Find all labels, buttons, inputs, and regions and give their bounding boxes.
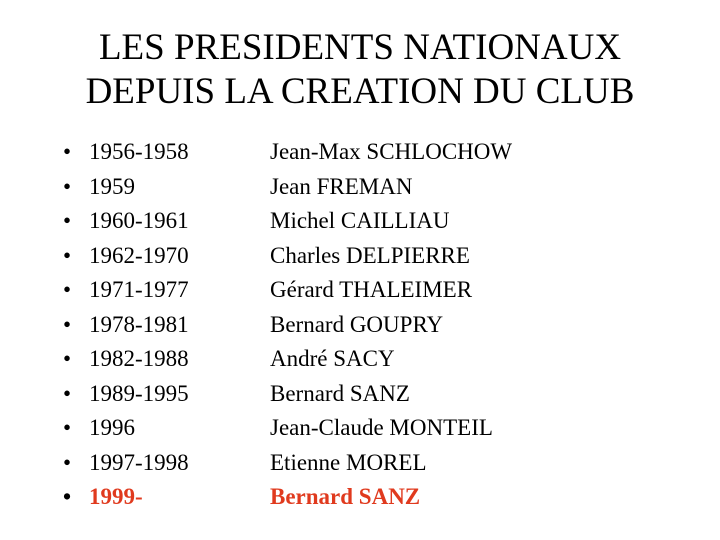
list-item: • 1959 Jean FREMAN xyxy=(0,170,720,205)
president-name: Gérard THALEIMER xyxy=(270,277,473,302)
list-item: • 1956-1958 Jean-Max SCHLOCHOW xyxy=(0,135,720,170)
president-name: Bernard SANZ xyxy=(270,380,410,406)
president-name: Bernard GOUPRY xyxy=(270,311,444,337)
president-name: Michel CAILLIAU xyxy=(270,208,450,233)
term-years: 1956-1958 xyxy=(89,139,189,164)
term-years: 1982-1988 xyxy=(89,346,189,371)
list-item: • 1962-1970 Charles DELPIERRE xyxy=(0,239,720,274)
current-president-item: • 1999- Bernard SANZ xyxy=(0,480,720,515)
bullet-icon: • xyxy=(62,484,72,509)
bullet-icon: • xyxy=(62,346,72,371)
term-years: 1989-1995 xyxy=(89,380,189,406)
presidents-list: • 1956-1958 Jean-Max SCHLOCHOW • 1959 Je… xyxy=(0,135,720,515)
bullet-icon: • xyxy=(62,380,72,406)
term-years: 1960-1961 xyxy=(89,208,189,233)
term-years: 1971-1977 xyxy=(89,277,189,302)
slide-title: LES PRESIDENTS NATIONAUX DEPUIS LA CREAT… xyxy=(0,26,720,114)
president-name: Jean-Max SCHLOCHOW xyxy=(270,139,513,164)
bullet-icon: • xyxy=(62,242,72,268)
bullet-icon: • xyxy=(62,415,72,440)
term-years: 1959 xyxy=(89,173,135,199)
bullet-icon: • xyxy=(62,173,72,199)
list-item: • 1971-1977 Gérard THALEIMER xyxy=(0,273,720,308)
term-years: 1978-1981 xyxy=(89,311,189,337)
title-line-2: DEPUIS LA CREATION DU CLUB xyxy=(85,71,635,112)
bullet-icon: • xyxy=(62,277,72,302)
president-name: Etienne MOREL xyxy=(270,449,427,475)
list-item: • 1996 Jean-Claude MONTEIL xyxy=(0,411,720,446)
bullet-icon: • xyxy=(62,139,72,164)
list-item: • 1989-1995 Bernard SANZ xyxy=(0,377,720,412)
president-name: Charles DELPIERRE xyxy=(270,242,470,268)
bullet-icon: • xyxy=(62,311,72,337)
title-line-1: LES PRESIDENTS NATIONAUX xyxy=(98,27,622,68)
president-name: André SACY xyxy=(270,346,395,371)
term-years: 1962-1970 xyxy=(89,242,189,268)
bullet-icon: • xyxy=(62,208,72,233)
list-item: • 1997-1998 Etienne MOREL xyxy=(0,446,720,481)
list-item: • 1960-1961 Michel CAILLIAU xyxy=(0,204,720,239)
term-years: 1997-1998 xyxy=(89,449,189,475)
term-years: 1996 xyxy=(89,415,135,440)
list-item: • 1982-1988 André SACY xyxy=(0,342,720,377)
term-years: 1999- xyxy=(89,484,143,509)
president-name: Bernard SANZ xyxy=(270,484,421,509)
president-name: Jean-Claude MONTEIL xyxy=(270,415,493,440)
bullet-icon: • xyxy=(62,449,72,475)
president-name: Jean FREMAN xyxy=(270,173,413,199)
list-item: • 1978-1981 Bernard GOUPRY xyxy=(0,308,720,343)
